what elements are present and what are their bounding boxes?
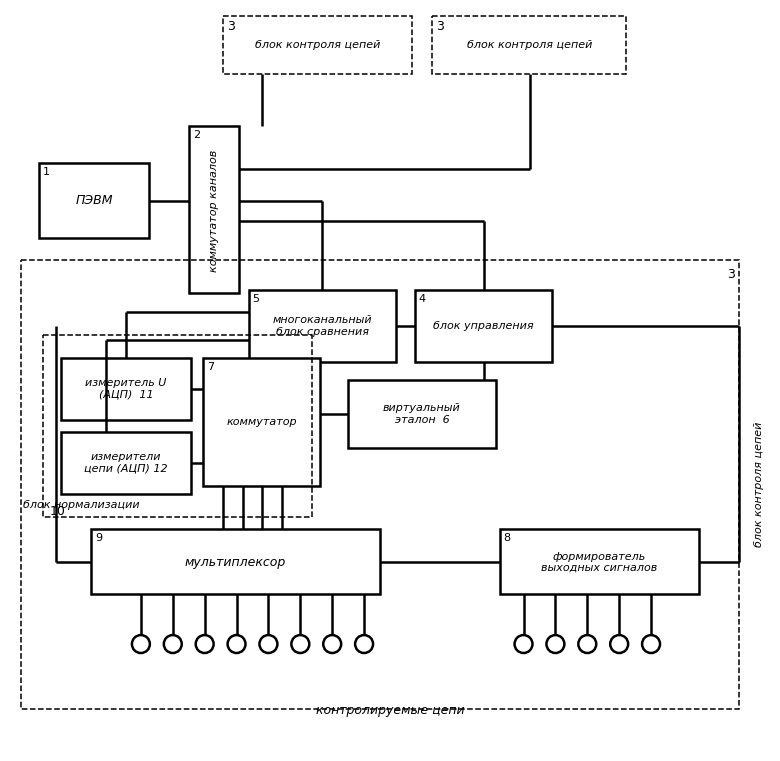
Bar	[203, 358, 321, 486]
Text: мультиплексор: мультиплексор	[185, 556, 286, 568]
Bar	[61, 431, 191, 494]
Text: блок нормализации: блок нормализации	[23, 499, 140, 510]
Text: коммутатор: коммутатор	[226, 417, 296, 427]
Text: 10: 10	[49, 505, 65, 517]
Text: блок контроля цепей: блок контроля цепей	[254, 40, 380, 50]
Text: блок контроля цепей: блок контроля цепей	[466, 40, 592, 50]
Text: 3: 3	[727, 269, 735, 282]
Bar	[189, 126, 239, 293]
Text: ПЭВМ: ПЭВМ	[76, 194, 113, 207]
Text: виртуальный
эталон  6: виртуальный эталон 6	[383, 403, 461, 425]
Text: 3: 3	[436, 21, 444, 33]
Text: 5: 5	[253, 295, 260, 304]
Text: контролируемые цепи: контролируемые цепи	[316, 704, 464, 718]
Bar	[500, 530, 699, 594]
Text: блок управления: блок управления	[434, 321, 534, 331]
Bar	[61, 358, 191, 420]
Bar	[91, 530, 380, 594]
Bar	[415, 291, 552, 362]
Text: формирователь
выходных сигналов: формирователь выходных сигналов	[541, 552, 658, 573]
Text: 8: 8	[504, 533, 511, 543]
Text: коммутатор каналов: коммутатор каналов	[208, 149, 218, 272]
Bar	[348, 380, 495, 447]
Text: 2: 2	[193, 130, 200, 140]
Text: 1: 1	[43, 167, 50, 177]
Text: измерители
цепи (АЦП) 12: измерители цепи (АЦП) 12	[84, 452, 168, 473]
Bar	[432, 16, 626, 74]
Bar	[222, 16, 412, 74]
Text: блок контроля цепей: блок контроля цепей	[753, 422, 764, 547]
Text: 3: 3	[226, 21, 235, 33]
Bar	[39, 163, 149, 237]
Bar	[249, 291, 396, 362]
Text: 9: 9	[95, 533, 102, 543]
Text: 7: 7	[207, 362, 214, 372]
Text: 4: 4	[419, 295, 426, 304]
Bar	[21, 260, 739, 708]
Bar	[43, 335, 312, 517]
Text: измеритель U
(АЦП)  11: измеритель U (АЦП) 11	[85, 378, 167, 400]
Text: многоканальный
блок сравнения: многоканальный блок сравнения	[272, 315, 372, 337]
